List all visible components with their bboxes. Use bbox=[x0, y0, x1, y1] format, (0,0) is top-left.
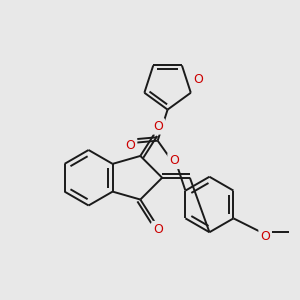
Text: O: O bbox=[153, 120, 163, 133]
Text: O: O bbox=[193, 73, 203, 85]
Text: O: O bbox=[126, 139, 136, 152]
Text: O: O bbox=[153, 223, 163, 236]
Text: O: O bbox=[169, 154, 179, 167]
Text: O: O bbox=[260, 230, 270, 243]
